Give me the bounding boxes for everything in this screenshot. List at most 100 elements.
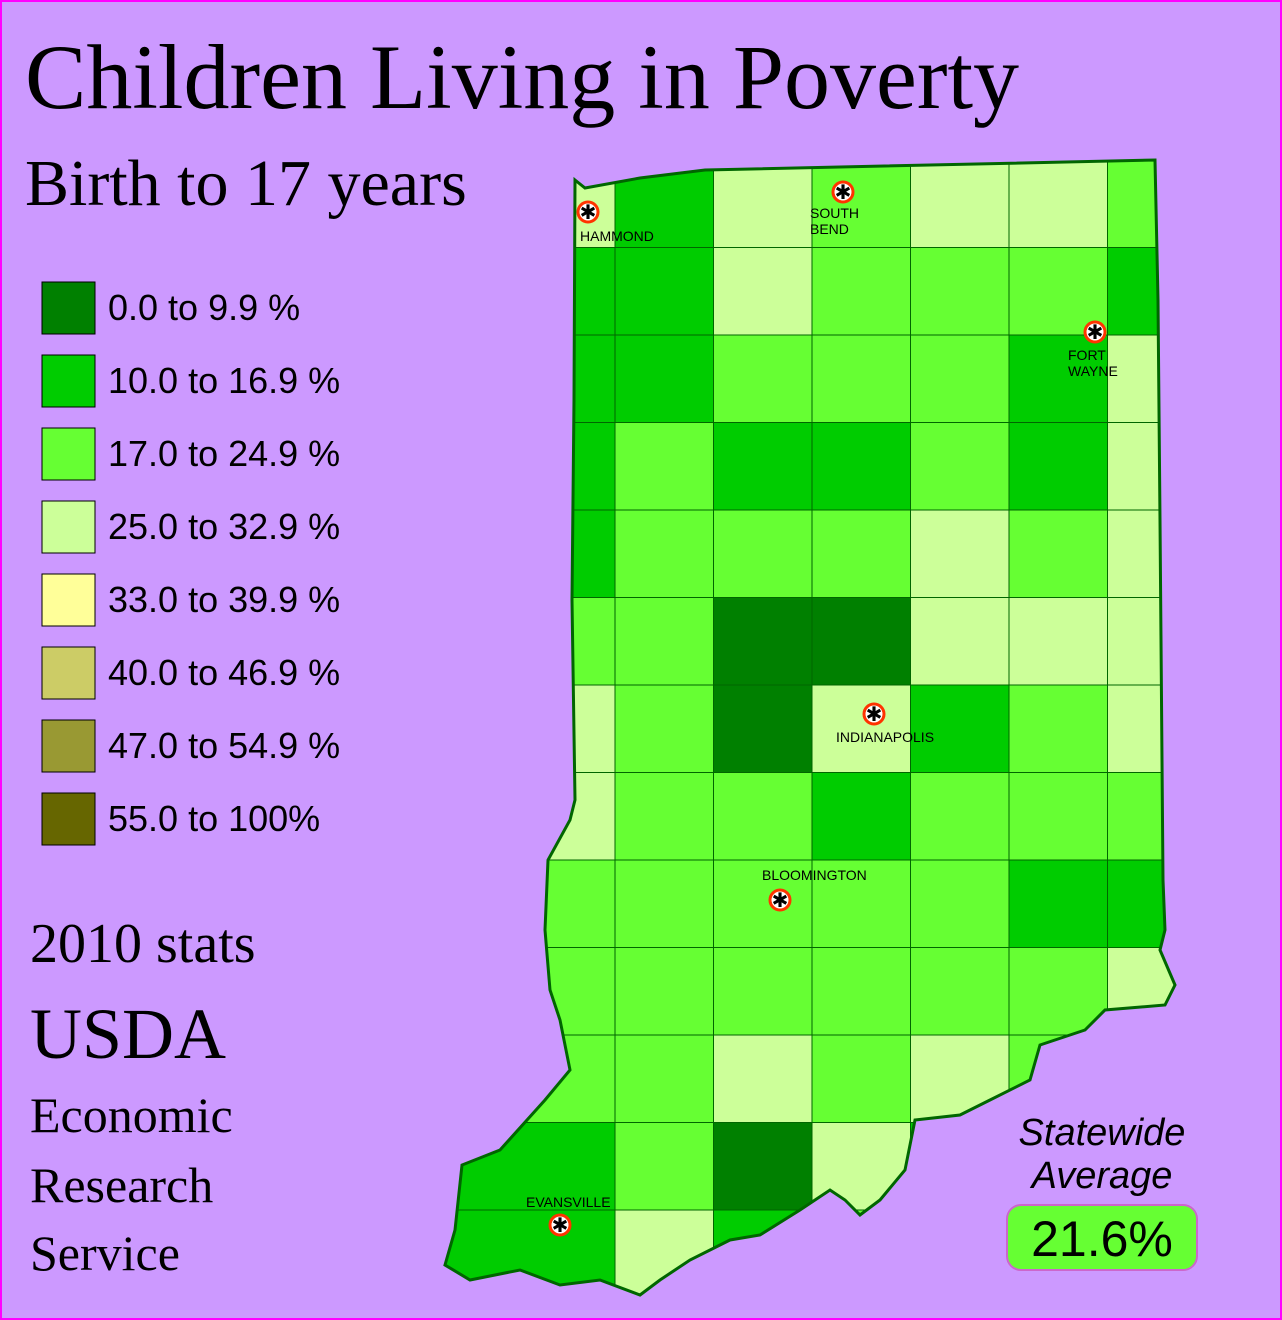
county xyxy=(614,597,714,686)
average-label: Average xyxy=(1030,1155,1173,1197)
county xyxy=(811,597,911,686)
city-star: ✱ xyxy=(772,890,789,912)
city-marker xyxy=(831,180,855,204)
county xyxy=(614,509,714,598)
state-outline xyxy=(443,158,1177,1297)
source-line: Service xyxy=(30,1225,180,1281)
county xyxy=(1008,684,1108,773)
legend-swatch xyxy=(41,427,96,481)
legend-label: 10.0 to 16.9 % xyxy=(108,360,340,401)
title: Children Living in Poverty xyxy=(25,26,1019,128)
county xyxy=(811,947,911,1036)
source: 2010 stats USDA Economic Research Service xyxy=(30,913,256,1281)
county xyxy=(811,684,911,773)
county xyxy=(910,684,1010,773)
city-marker xyxy=(768,888,792,912)
subtitle: Birth to 17 years xyxy=(25,147,467,220)
city-label: WAYNE xyxy=(1068,363,1118,379)
city-star: ✱ xyxy=(835,182,852,204)
county xyxy=(910,597,1010,686)
city-marker xyxy=(548,1213,572,1237)
statewide-average: Statewide Average 21.6% xyxy=(1006,1112,1198,1271)
city-label: INDIANAPOLIS xyxy=(836,729,934,745)
county xyxy=(713,772,813,861)
county xyxy=(910,509,1010,598)
county xyxy=(614,334,714,423)
source-line: 2010 stats xyxy=(30,913,256,975)
county xyxy=(811,1034,911,1123)
county xyxy=(614,1034,714,1123)
county xyxy=(910,422,1010,511)
county xyxy=(713,947,813,1036)
legend-label: 17.0 to 24.9 % xyxy=(108,433,340,474)
legend-swatch xyxy=(41,281,96,335)
city-label: HAMMOND xyxy=(580,228,654,244)
legend-swatch xyxy=(41,646,96,700)
county xyxy=(713,334,813,423)
city-marker xyxy=(576,200,600,224)
county xyxy=(910,947,1010,1036)
county xyxy=(811,772,911,861)
city-star: ✱ xyxy=(552,1215,569,1237)
county xyxy=(811,422,911,511)
city-star: ✱ xyxy=(580,202,597,224)
legend-swatch xyxy=(41,719,96,773)
county xyxy=(1008,247,1108,336)
county xyxy=(910,334,1010,423)
legend-label: 25.0 to 32.9 % xyxy=(108,506,340,547)
county xyxy=(1008,859,1108,948)
county xyxy=(614,859,714,948)
county xyxy=(614,1122,714,1211)
county xyxy=(811,334,911,423)
source-line: USDA xyxy=(30,994,226,1074)
county xyxy=(1008,334,1108,423)
county xyxy=(910,772,1010,861)
average-value: 21.6% xyxy=(1031,1211,1173,1267)
city-label: SOUTH xyxy=(810,205,859,221)
legend-label: 40.0 to 46.9 % xyxy=(108,652,340,693)
city-star: ✱ xyxy=(1087,322,1104,344)
county xyxy=(614,247,714,336)
legend-label: 55.0 to 100% xyxy=(108,798,320,839)
source-line: Research xyxy=(30,1157,213,1213)
legend-swatch xyxy=(41,500,96,554)
county xyxy=(713,422,813,511)
county xyxy=(713,1122,813,1211)
city-label: EVANSVILLE xyxy=(526,1194,611,1210)
county xyxy=(811,509,911,598)
county xyxy=(614,684,714,773)
county xyxy=(1008,160,1108,248)
legend-swatch xyxy=(41,792,96,846)
legend-swatch xyxy=(41,573,96,627)
legend-label: 47.0 to 54.9 % xyxy=(108,725,340,766)
average-label: Statewide xyxy=(1019,1112,1186,1154)
city-label: BEND xyxy=(810,221,849,237)
county xyxy=(713,1034,813,1123)
county xyxy=(910,247,1010,336)
county xyxy=(1008,947,1108,1036)
legend-label: 33.0 to 39.9 % xyxy=(108,579,340,620)
cities: ✱HAMMOND✱SOUTHBEND✱FORTWAYNE✱INDIANAPOLI… xyxy=(526,180,1118,1237)
county xyxy=(1008,422,1108,511)
county xyxy=(811,160,911,248)
county xyxy=(1008,509,1108,598)
county xyxy=(910,160,1010,248)
county xyxy=(811,247,911,336)
county xyxy=(1008,597,1108,686)
county xyxy=(910,859,1010,948)
county xyxy=(713,160,813,248)
county xyxy=(713,684,813,773)
county xyxy=(713,247,813,336)
county xyxy=(614,947,714,1036)
city-label: FORT xyxy=(1068,347,1106,363)
county xyxy=(1008,772,1108,861)
legend: 0.0 to 9.9 % 10.0 to 16.9 % 17.0 to 24.9 %… xyxy=(41,281,340,846)
city-label: BLOOMINGTON xyxy=(762,867,867,883)
county xyxy=(614,772,714,861)
county xyxy=(713,597,813,686)
city-marker xyxy=(1083,320,1107,344)
legend-swatch xyxy=(41,354,96,408)
city-marker xyxy=(862,702,886,726)
